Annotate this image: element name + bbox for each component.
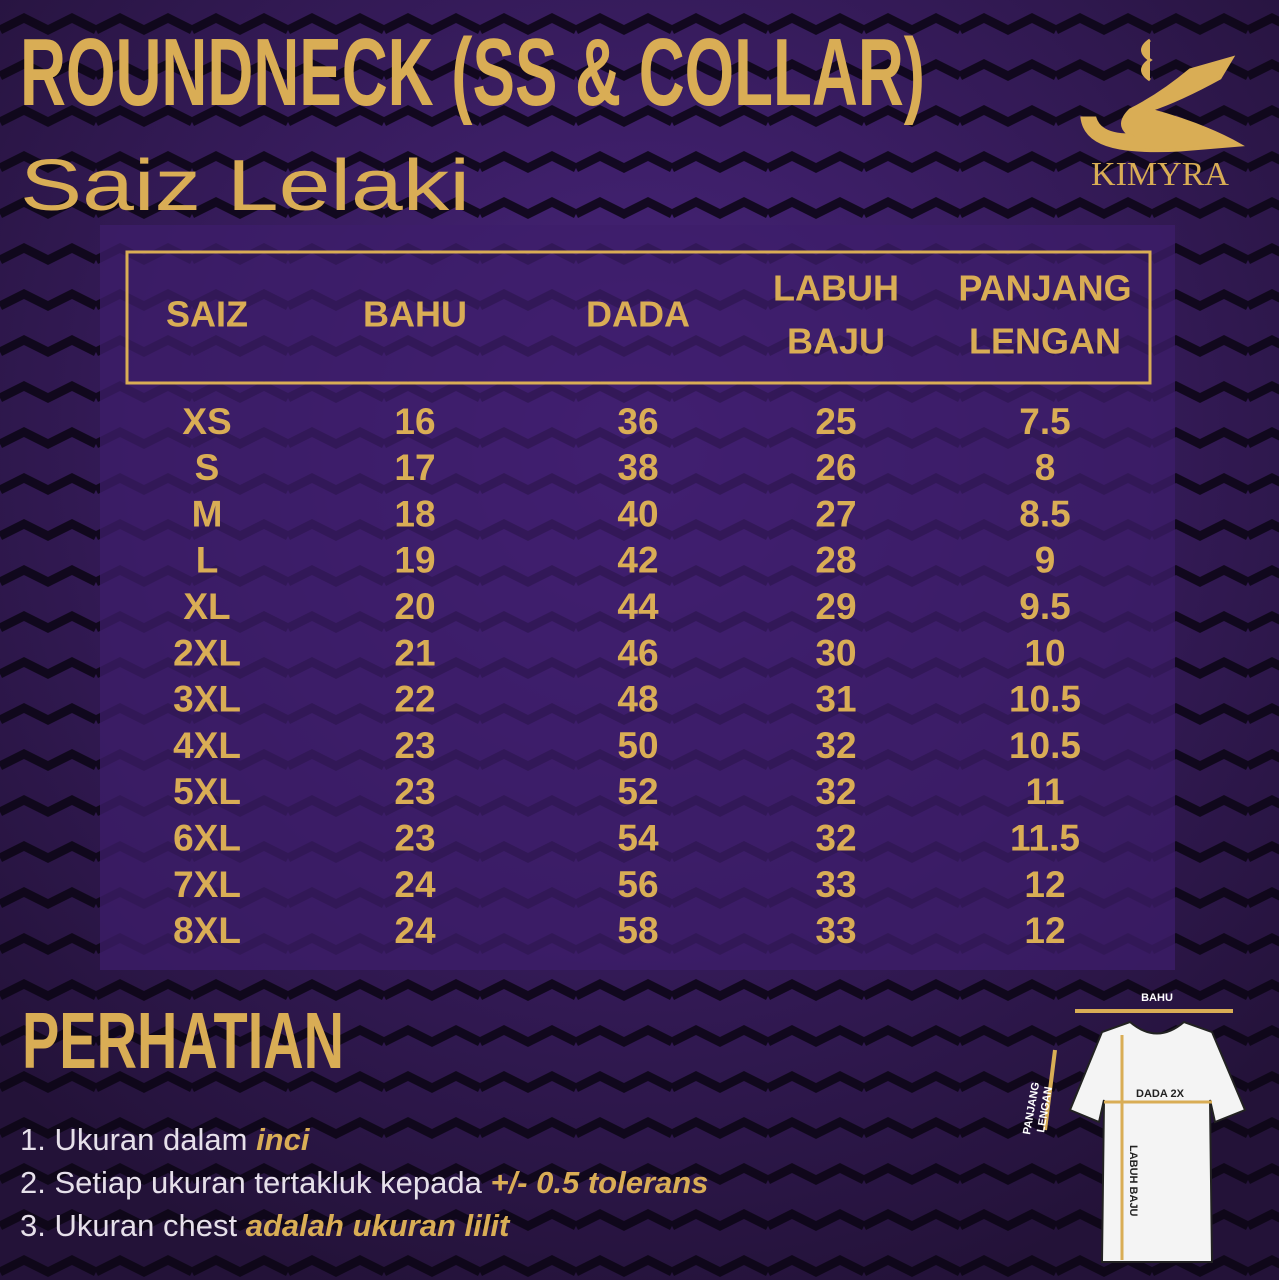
size-label: XS [182, 401, 231, 442]
measurement: 44 [617, 586, 659, 627]
notice-list: 1. Ukuran dalam inci 2. Setiap ukuran ter… [20, 1122, 708, 1243]
title: ROUNDNECK (SS & COLLAR) [20, 19, 925, 126]
notice-emphasis: adalah ukuran lilit [246, 1208, 511, 1243]
size-label: 5XL [173, 771, 241, 812]
notice-emphasis: +/- 0.5 tolerans [490, 1165, 708, 1200]
measurement: 33 [815, 910, 856, 951]
measurement: 40 [617, 493, 658, 534]
column-header: LABUH [773, 268, 899, 309]
measurement: 17 [394, 447, 435, 488]
measurement: 46 [617, 632, 658, 673]
size-label: M [192, 493, 223, 534]
measurement: 29 [815, 586, 856, 627]
measurement: 9 [1035, 540, 1056, 581]
measurement: 54 [617, 817, 659, 858]
length-label: LABUH BAJU [1127, 1145, 1139, 1217]
measurement: 24 [394, 864, 436, 905]
measurement: 52 [617, 771, 658, 812]
measurement: 20 [394, 586, 435, 627]
measurement: 32 [815, 771, 856, 812]
measurement: 32 [815, 817, 856, 858]
measurement: 7.5 [1019, 401, 1070, 442]
notice-emphasis: inci [256, 1122, 311, 1157]
size-label: 3XL [173, 679, 241, 720]
measurement: 36 [617, 401, 658, 442]
measurement: 11 [1025, 771, 1064, 812]
measurement: 23 [394, 817, 435, 858]
measurement: 32 [815, 725, 856, 766]
size-label: L [196, 540, 219, 581]
measurement: 28 [815, 540, 856, 581]
measurement: 18 [394, 493, 435, 534]
measurement: 50 [617, 725, 658, 766]
notice-text: 3. Ukuran chest [20, 1208, 246, 1243]
measurement: 38 [617, 447, 658, 488]
size-label: 6XL [173, 817, 241, 858]
measurement: 9.5 [1019, 586, 1070, 627]
measurement: 25 [815, 401, 856, 442]
table-panel [100, 225, 1175, 970]
chest-label: DADA 2X [1136, 1088, 1185, 1100]
notice-item: 1. Ukuran dalam inci [20, 1122, 311, 1157]
column-header: PANJANG [958, 268, 1131, 309]
subtitle: Saiz Lelaki [20, 146, 470, 226]
notice-text: 1. Ukuran dalam [20, 1122, 256, 1157]
measurement: 26 [815, 447, 856, 488]
column-header: LENGAN [969, 321, 1121, 362]
measurement: 30 [815, 632, 856, 673]
measurement: 10.5 [1009, 679, 1081, 720]
size-label: XL [183, 586, 230, 627]
logo-mark [1080, 38, 1245, 153]
measurement: 23 [394, 725, 435, 766]
column-header: BAJU [787, 321, 885, 362]
notice-item: 2. Setiap ukuran tertakluk kepada +/- 0.… [20, 1165, 708, 1200]
measurement: 16 [394, 401, 435, 442]
sleeve-line [1043, 1049, 1057, 1131]
measurement: 58 [617, 910, 658, 951]
column-header: SAIZ [166, 294, 248, 335]
measurement: 12 [1024, 864, 1065, 905]
size-label: S [195, 447, 220, 488]
shoulder-label: BAHU [1141, 992, 1173, 1004]
measurement: 8 [1035, 447, 1056, 488]
notice-item: 3. Ukuran chest adalah ukuran lilit [20, 1208, 511, 1243]
measurement: 56 [617, 864, 658, 905]
column-header: DADA [586, 294, 690, 335]
size-label: 4XL [173, 725, 241, 766]
measurement: 19 [394, 540, 435, 581]
measurement: 10 [1024, 632, 1065, 673]
measurement: 23 [394, 771, 435, 812]
measurement: 48 [617, 679, 658, 720]
measurement: 24 [394, 910, 436, 951]
size-table: SAIZ BAHU DADA LABUH BAJU PANJANG LENGAN XS 16 36… [166, 268, 1132, 952]
size-label: 7XL [173, 864, 241, 905]
measurement: 27 [815, 493, 856, 534]
header-box [125, 250, 1152, 385]
column-header: BAHU [363, 294, 467, 335]
measurement: 12 [1024, 910, 1065, 951]
size-label: 8XL [173, 910, 241, 951]
notice-text: 2. Setiap ukuran tertakluk kepada [20, 1165, 490, 1200]
measurement: 33 [815, 864, 856, 905]
measurement: 10.5 [1009, 725, 1081, 766]
shirt [1068, 1020, 1247, 1263]
measurement: 42 [617, 540, 658, 581]
logo-name: KIMYRA [1091, 156, 1229, 193]
measurement: 22 [394, 679, 435, 720]
notice-title: PERHATIAN [22, 996, 344, 1085]
measurement: 31 [815, 679, 856, 720]
measurement: 21 [394, 632, 435, 673]
measurement: 8.5 [1019, 493, 1070, 534]
measurement: 11.5 [1010, 817, 1080, 858]
logo: KIMYRA [1080, 38, 1245, 193]
size-label: 2XL [173, 632, 241, 673]
